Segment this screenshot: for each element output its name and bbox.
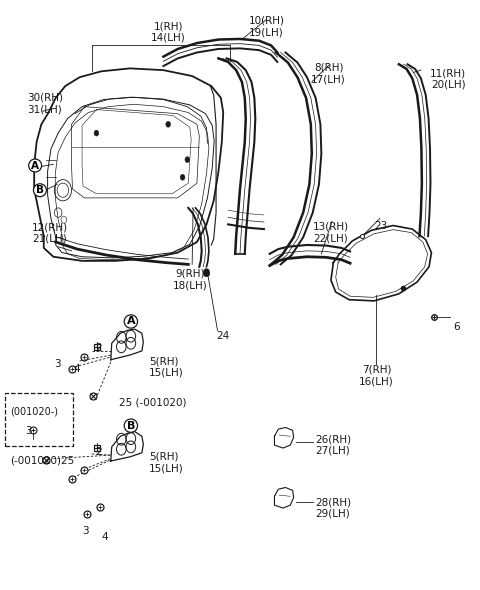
Text: (001020-): (001020-) [10,407,58,417]
Circle shape [180,174,185,180]
Text: A: A [127,316,135,326]
Text: 2: 2 [96,447,102,457]
Text: 11(RH)
20(LH): 11(RH) 20(LH) [430,68,466,90]
Text: A: A [31,160,39,171]
Circle shape [166,122,170,127]
Text: 25 (-001020): 25 (-001020) [120,397,187,407]
Text: 4: 4 [73,363,80,373]
Text: 28(RH)
29(LH): 28(RH) 29(LH) [316,497,352,519]
Text: 6: 6 [453,322,460,332]
Text: 5(RH)
15(LH): 5(RH) 15(LH) [149,452,184,474]
Text: B: B [36,185,44,195]
Text: 23: 23 [374,221,388,231]
Text: 12(RH)
21(LH): 12(RH) 21(LH) [32,222,68,244]
Text: 24: 24 [216,332,230,342]
Text: 3: 3 [54,359,60,369]
Text: 10(RH)
19(LH): 10(RH) 19(LH) [248,15,284,37]
Text: 2: 2 [96,343,102,353]
Text: 9(RH)
18(LH): 9(RH) 18(LH) [172,268,207,290]
Text: 13(RH)
22(LH): 13(RH) 22(LH) [313,221,349,243]
Text: 3: 3 [83,526,89,536]
Text: 1(RH)
14(LH): 1(RH) 14(LH) [151,21,186,43]
Text: 7(RH)
16(LH): 7(RH) 16(LH) [359,365,394,386]
Text: 4: 4 [102,532,108,542]
Text: 8(RH)
17(LH): 8(RH) 17(LH) [311,63,346,84]
FancyBboxPatch shape [4,393,73,445]
Circle shape [185,157,190,163]
Text: 26(RH)
27(LH): 26(RH) 27(LH) [316,434,352,456]
Text: B: B [127,421,135,431]
Circle shape [94,130,99,136]
Text: 5(RH)
15(LH): 5(RH) 15(LH) [149,356,184,378]
Text: 3: 3 [25,425,32,435]
Text: 30(RH)
31(LH): 30(RH) 31(LH) [27,93,63,114]
Text: (-001020)25: (-001020)25 [10,456,74,466]
